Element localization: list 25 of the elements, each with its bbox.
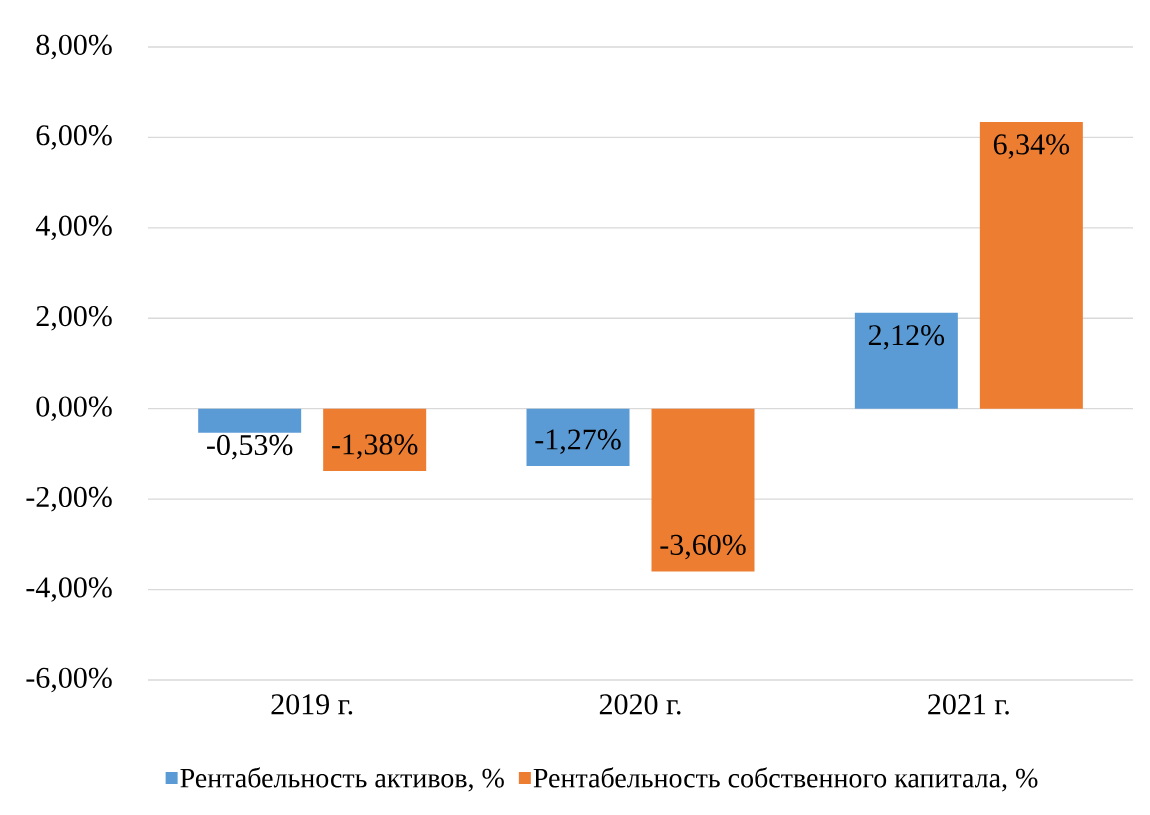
legend-label: Рентабельность собственного капитала, % bbox=[533, 767, 1038, 792]
data-label: -1,27% bbox=[535, 429, 621, 454]
x-tick-label: 2020 г. bbox=[599, 694, 681, 715]
x-tick-label: 2021 г. bbox=[928, 694, 1009, 715]
bar bbox=[323, 408, 427, 472]
data-label: 2,12% bbox=[868, 325, 945, 350]
bar bbox=[979, 122, 1083, 409]
data-label: -3,60% bbox=[660, 534, 746, 560]
y-tick-label: 0,00% bbox=[36, 396, 112, 421]
y-tick-label: 8,00% bbox=[36, 34, 112, 60]
bar bbox=[651, 408, 755, 572]
bar bbox=[526, 408, 630, 467]
data-label: 6,34% bbox=[993, 134, 1070, 159]
y-tick-label: -6,00% bbox=[26, 667, 112, 693]
legend-label: Рентабельность активов, % bbox=[180, 767, 504, 792]
bar bbox=[854, 312, 958, 409]
y-tick-label: 4,00% bbox=[35, 215, 112, 241]
y-tick-label: -2,00% bbox=[26, 486, 112, 512]
x-tick-label: 2019 г. bbox=[271, 694, 353, 715]
bar bbox=[198, 408, 302, 433]
data-label: -0,53% bbox=[207, 434, 293, 460]
y-tick-label: 2,00% bbox=[36, 305, 112, 331]
y-tick-label: -4,00% bbox=[26, 577, 112, 602]
data-label: -1,38% bbox=[332, 434, 418, 459]
y-tick-label: 6,00% bbox=[36, 125, 112, 150]
